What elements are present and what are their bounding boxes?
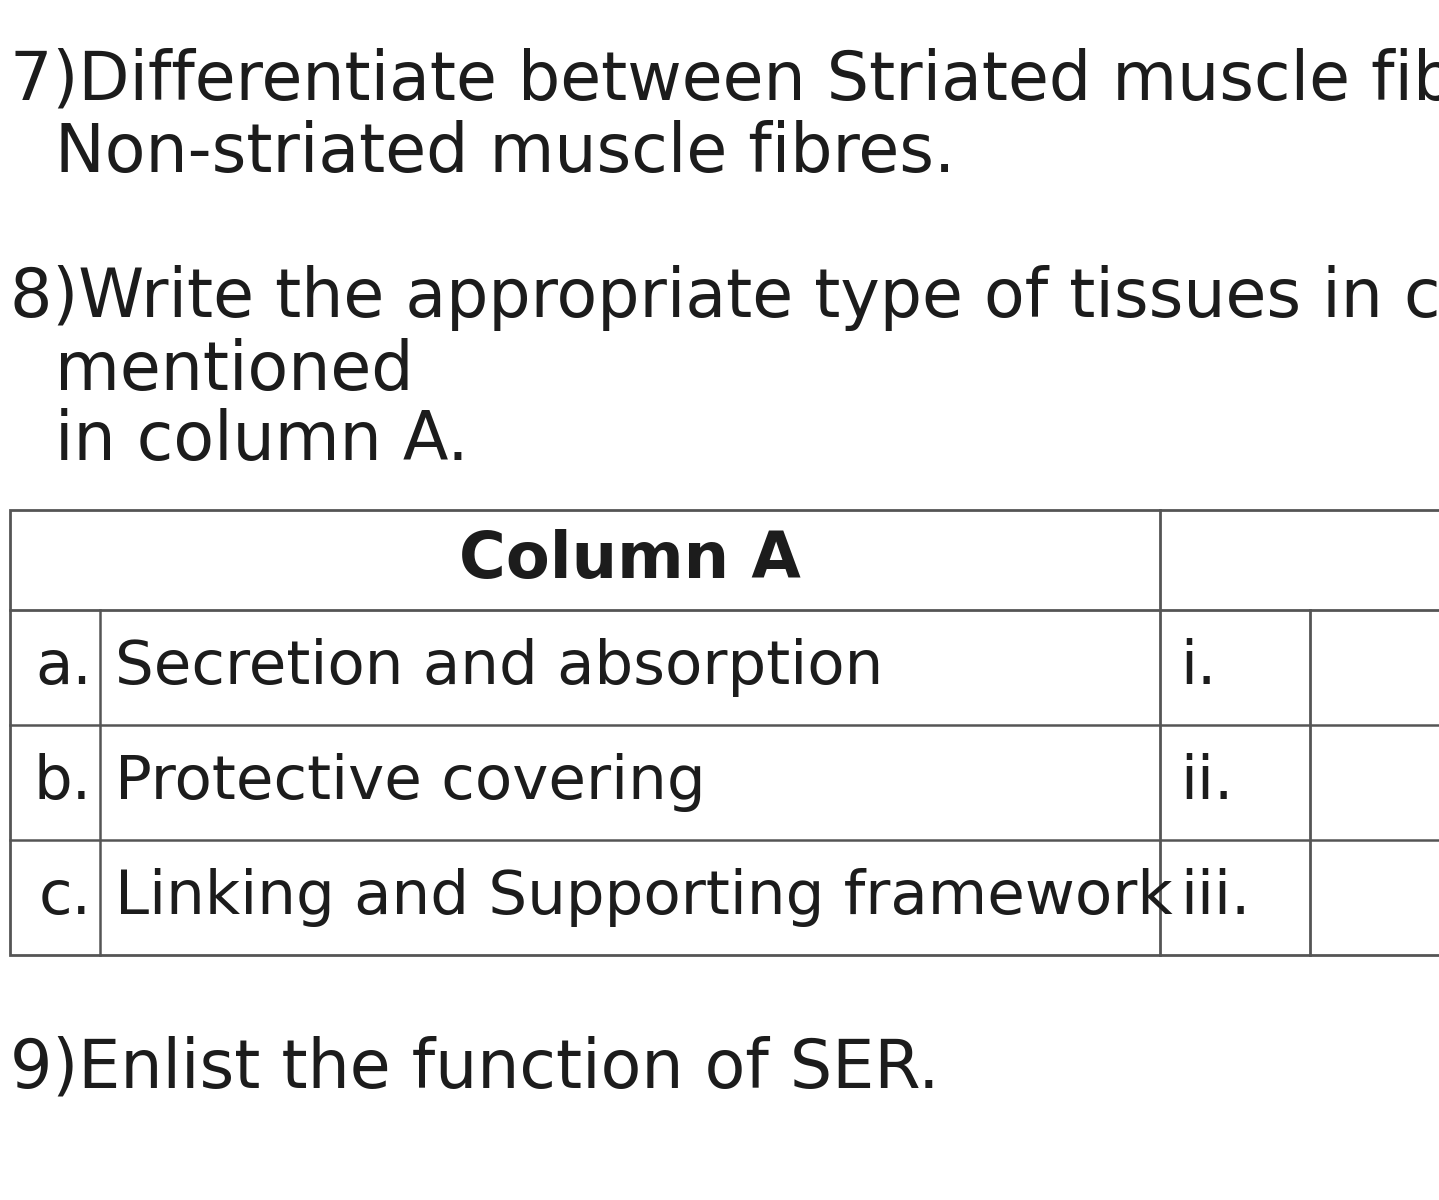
Text: iii.: iii. <box>1180 868 1250 926</box>
Text: 8)Write the appropriate type of tissues in column B as: 8)Write the appropriate type of tissues … <box>10 265 1439 331</box>
Text: 7)Differentiate between Striated muscle fibres and: 7)Differentiate between Striated muscle … <box>10 48 1439 114</box>
Text: a.: a. <box>35 638 92 697</box>
Text: b.: b. <box>35 754 92 812</box>
Text: Non-striated muscle fibres.: Non-striated muscle fibres. <box>55 120 955 186</box>
Text: Linking and Supporting framework: Linking and Supporting framework <box>115 868 1173 926</box>
Bar <box>10 510 1439 955</box>
Text: ii.: ii. <box>1180 754 1233 812</box>
Text: 9)Enlist the function of SER.: 9)Enlist the function of SER. <box>10 1034 940 1102</box>
Text: Column A: Column A <box>459 529 802 590</box>
Text: Secretion and absorption: Secretion and absorption <box>115 638 884 697</box>
Text: i.: i. <box>1180 638 1216 697</box>
Text: mentioned: mentioned <box>55 338 413 404</box>
Text: c.: c. <box>39 868 92 926</box>
Text: Protective covering: Protective covering <box>115 754 705 812</box>
Text: in column A.: in column A. <box>55 408 469 474</box>
